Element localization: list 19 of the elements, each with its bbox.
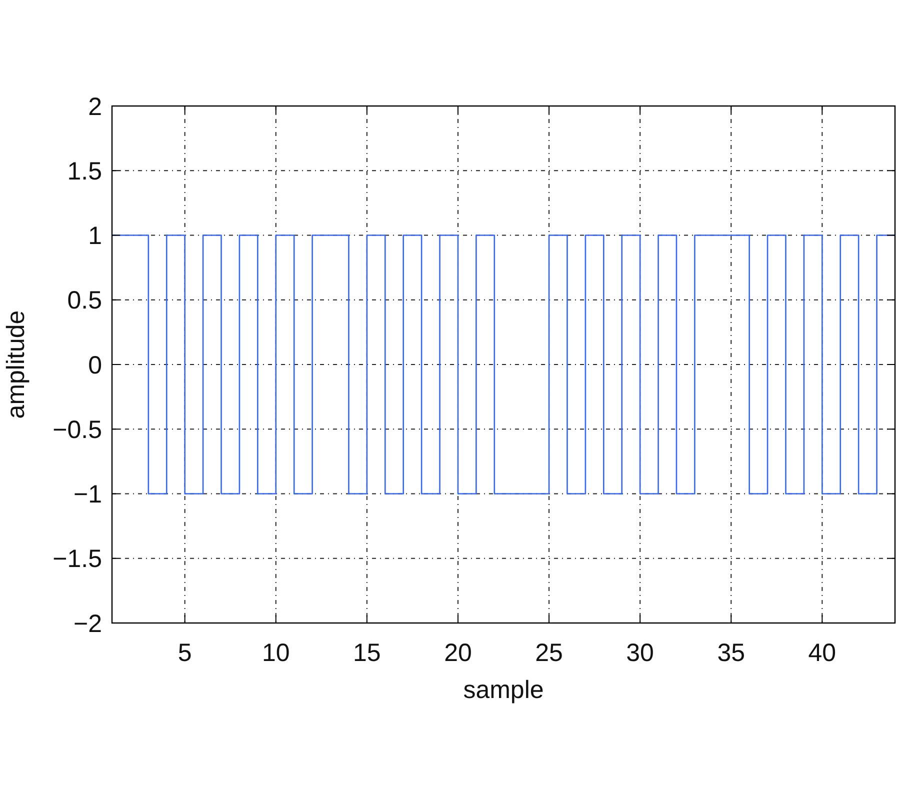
y-tick-label: 2 <box>88 92 102 121</box>
x-axis-title: sample <box>463 676 544 704</box>
x-tick-label: 40 <box>808 639 836 667</box>
y-tick-label: 1.5 <box>67 157 102 186</box>
y-tick-label: 0.5 <box>67 286 102 315</box>
x-tick-label: 35 <box>717 639 746 667</box>
x-tick-label: 30 <box>626 639 654 667</box>
x-tick-label: 25 <box>535 639 563 667</box>
y-axis-title: amplitude <box>2 310 30 419</box>
y-tick-label: −1.5 <box>52 545 102 574</box>
x-tick-label: 15 <box>353 639 381 667</box>
x-tick-label: 10 <box>262 639 290 667</box>
y-tick-label: −0.5 <box>52 416 102 444</box>
x-tick-label: 20 <box>444 639 472 667</box>
y-tick-label: −1 <box>73 480 102 508</box>
y-tick-label: −2 <box>73 610 102 638</box>
y-tick-label: 0 <box>88 351 102 380</box>
y-tick-label: 1 <box>88 222 102 250</box>
x-tick-label: 5 <box>178 639 192 667</box>
